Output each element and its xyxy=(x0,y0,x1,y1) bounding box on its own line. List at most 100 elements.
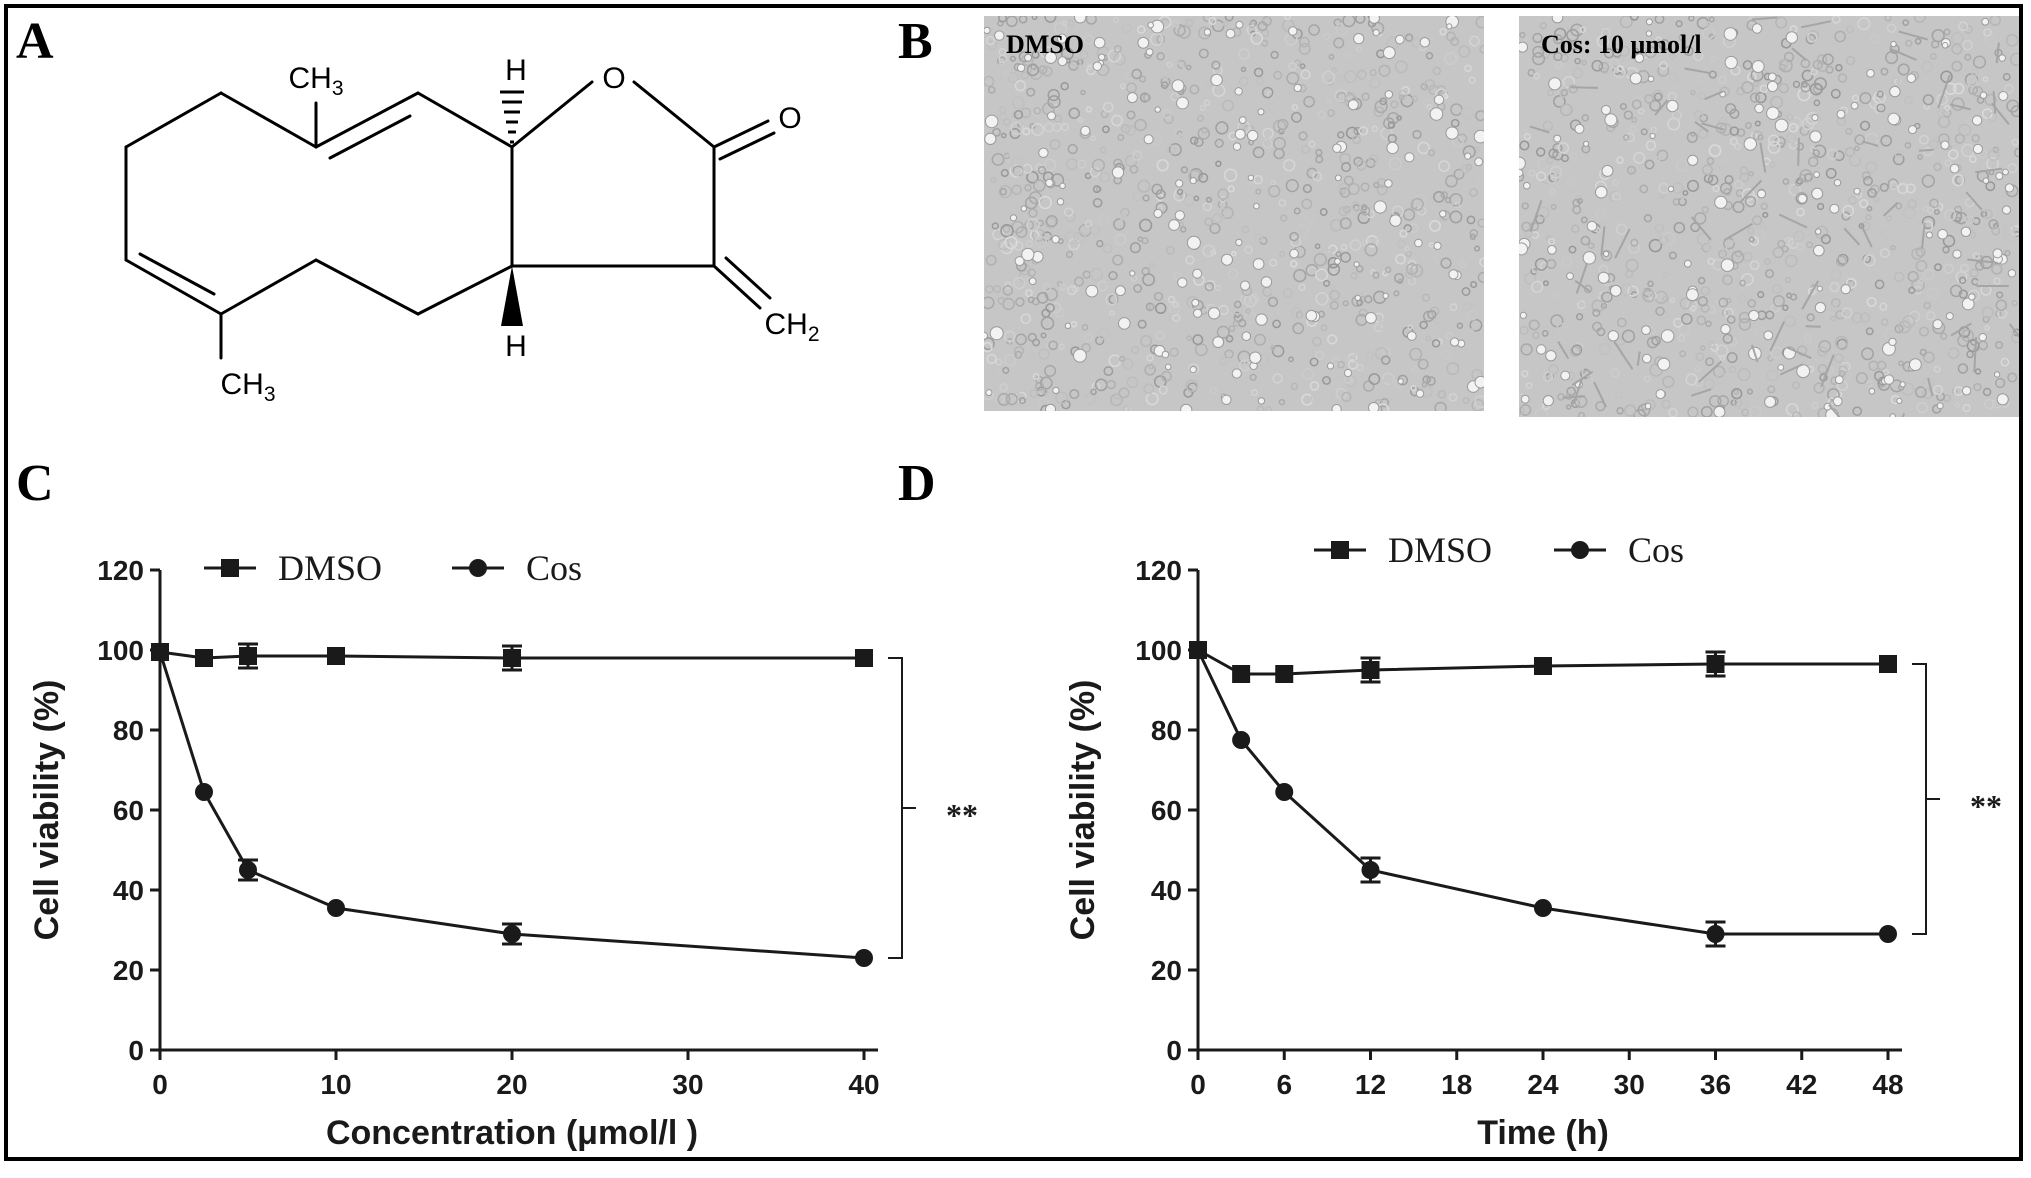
cell-outline xyxy=(1011,96,1025,110)
cell-outline xyxy=(1829,304,1838,312)
cell-outline xyxy=(1969,231,1977,239)
cell-outline xyxy=(1519,140,1530,151)
cell-outline xyxy=(1419,320,1428,330)
cell-outline xyxy=(1668,408,1678,417)
cell-outline xyxy=(1351,135,1362,145)
cell-outline xyxy=(1655,36,1663,44)
cell-outline xyxy=(1861,347,1874,361)
costunolide-structure: CH3 CH3 CH2 H H O O xyxy=(124,54,820,406)
cell-outline xyxy=(1344,70,1357,84)
cell-outline xyxy=(1788,183,1802,197)
cell-outline xyxy=(1879,182,1889,192)
cell-outline xyxy=(1180,166,1189,174)
cell-outline xyxy=(1739,279,1746,287)
cell-outline xyxy=(1655,306,1665,316)
cell-outline xyxy=(1215,160,1222,167)
cell-outline xyxy=(1081,324,1089,331)
cell-outline xyxy=(1289,231,1299,242)
cell-outline xyxy=(1987,148,2000,162)
point-cos xyxy=(1879,925,1897,943)
cell-outline xyxy=(1958,123,1972,137)
cell-outline xyxy=(1864,132,1879,147)
cell-outline xyxy=(1060,122,1070,132)
bright-cell xyxy=(1899,381,1906,388)
cell-outline xyxy=(990,176,997,184)
cell-outline xyxy=(1031,108,1040,117)
cell-outline xyxy=(1845,127,1853,135)
x-tick-label: 10 xyxy=(320,1069,351,1100)
cell-outline xyxy=(1897,183,1909,195)
cell-outline xyxy=(1712,365,1726,378)
cell-outline xyxy=(1204,281,1214,292)
bright-cell xyxy=(1343,368,1353,378)
bright-cell xyxy=(2004,183,2014,193)
cell-outline xyxy=(1951,43,1963,55)
bond-c1-c10 xyxy=(314,91,420,149)
cell-outline xyxy=(1364,243,1378,257)
cell-outline xyxy=(1068,60,1079,71)
cell-outline xyxy=(1060,81,1069,91)
y-tick-label: 80 xyxy=(1151,715,1182,746)
cell-outline xyxy=(1405,250,1413,258)
cell-outline xyxy=(1708,394,1722,408)
cell-outline xyxy=(1933,162,1942,172)
cell-outline xyxy=(1799,169,1813,183)
bright-cell xyxy=(1016,63,1026,72)
cell-outline xyxy=(984,75,995,88)
cell-outline xyxy=(1952,82,1965,95)
cell-outline xyxy=(1471,398,1484,411)
cell-outline xyxy=(1598,61,1610,73)
cell-outline xyxy=(1298,36,1310,48)
bright-cell xyxy=(1368,402,1380,411)
cell-outline xyxy=(1559,103,1573,117)
cell-outline xyxy=(1643,375,1651,383)
cell-outline xyxy=(1629,125,1637,133)
cell-outline xyxy=(2009,52,2019,67)
cell-outline xyxy=(1037,397,1050,410)
cell-outline xyxy=(1845,277,1857,289)
cell-outline xyxy=(1208,16,1217,25)
cell-outline xyxy=(1890,244,1896,251)
cell-outline xyxy=(1902,315,1916,329)
bright-cell xyxy=(1247,129,1259,142)
cell-outline xyxy=(1045,215,1058,228)
cell-outline xyxy=(1193,137,1204,147)
cell-outline xyxy=(1119,83,1127,90)
cell-outline xyxy=(1951,174,1965,187)
cell-outline xyxy=(1306,167,1318,179)
bright-cell xyxy=(1666,99,1679,113)
cell-outline xyxy=(1804,334,1812,343)
cell-outline xyxy=(1532,32,1543,44)
cell-outline xyxy=(1694,365,1702,373)
cell-outline xyxy=(1341,391,1352,403)
elongated-cell xyxy=(1759,142,1767,173)
bright-cell xyxy=(1748,309,1760,322)
elongated-cell xyxy=(1992,91,1997,114)
cell-outline xyxy=(1679,350,1687,358)
cell-outline xyxy=(1981,306,1994,319)
cell-outline xyxy=(1431,339,1441,348)
bright-cell xyxy=(1365,312,1377,324)
y-tick-label: 0 xyxy=(128,1035,144,1066)
cell-outline xyxy=(1601,291,1613,303)
bright-cell xyxy=(1937,228,1948,240)
micrograph-cos-label: Cos: 10 μmol/l xyxy=(1541,30,1702,59)
bond-methylene-2 xyxy=(724,256,772,300)
cell-outline xyxy=(1166,61,1173,68)
elongated-cell xyxy=(1654,99,1669,116)
cell-outline xyxy=(1320,324,1328,332)
elongated-cell xyxy=(1572,376,1584,405)
cell-outline xyxy=(1000,224,1014,238)
cell-outline xyxy=(1015,144,1027,157)
cell-outline xyxy=(1791,411,1802,417)
cell-outline xyxy=(1729,137,1738,146)
cell-outline xyxy=(1612,192,1621,201)
cell-outline xyxy=(1328,53,1335,60)
point-dmso xyxy=(855,649,873,667)
bright-cell xyxy=(1520,394,1530,404)
cell-outline xyxy=(1198,172,1209,183)
bright-cell xyxy=(1439,210,1447,218)
cell-outline xyxy=(1358,126,1369,136)
cell-outline xyxy=(1049,138,1061,150)
cell-outline xyxy=(1789,116,1802,129)
